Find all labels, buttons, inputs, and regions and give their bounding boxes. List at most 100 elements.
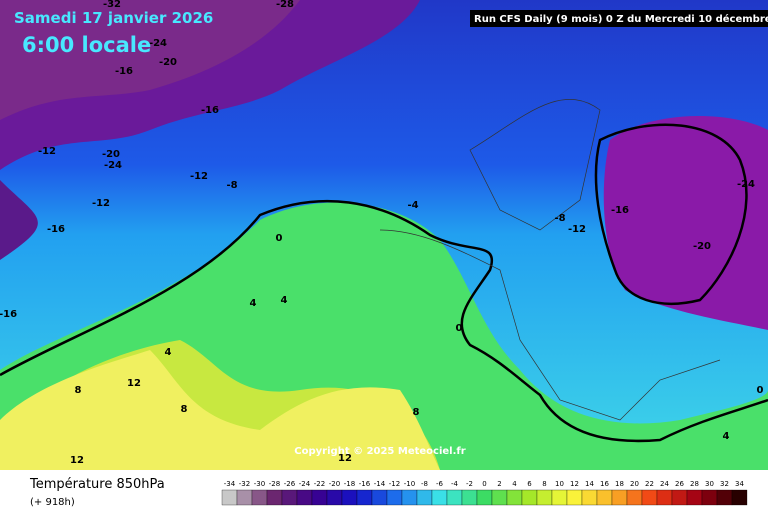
contour-label: -8 (226, 180, 237, 191)
warmest-region (0, 350, 440, 470)
contour-label: 12 (127, 378, 141, 389)
scale-swatch (716, 489, 733, 506)
coastline (469, 99, 601, 231)
scale-label: -24 (299, 480, 311, 488)
contour-label: -8 (554, 213, 565, 224)
scale-swatch (296, 489, 313, 506)
contour-labels: -32 -28-24-20-16-16-12 -20-24-12-8-12-16-4… (0, 0, 764, 466)
scale-label: 34 (735, 480, 744, 488)
scale-label: 4 (512, 480, 517, 488)
scale-label: 24 (660, 480, 669, 488)
scale-label: 16 (600, 480, 609, 488)
scale-swatch (611, 489, 628, 506)
scale-label: 26 (675, 480, 684, 488)
zero-isotherm (0, 199, 768, 443)
isotherm (594, 123, 748, 305)
scale-label: 0 (482, 480, 486, 488)
contour-label: 0 (276, 233, 283, 244)
scale-label: -10 (404, 480, 415, 488)
scale-label: -2 (466, 480, 473, 488)
contour-label: -16 (115, 66, 133, 77)
variable-title: Température 850hPa (29, 477, 165, 492)
scale-swatch (431, 489, 448, 506)
scale-swatch (311, 489, 328, 506)
run-info: Run CFS Daily (9 mois) 0 Z du Mercredi 1… (474, 13, 768, 25)
contour-label: 0 (456, 323, 463, 334)
scale-swatch (566, 489, 583, 506)
copyright: Copyright © 2025 Meteociel.fr (294, 446, 465, 457)
contour-label: 4 (250, 298, 257, 309)
cold-core (0, 0, 300, 120)
scale-label: 14 (585, 480, 594, 488)
scale-swatch (701, 489, 718, 506)
contour-label: -32 (103, 0, 121, 10)
scale-swatch (446, 489, 463, 506)
scale-label: 28 (690, 480, 699, 488)
lead-time: (+ 918h) (30, 497, 75, 508)
contour-label: -16 (47, 224, 65, 235)
scale-swatch (416, 489, 433, 506)
contour-label: 12 (70, 455, 84, 466)
contour-label: -20 (159, 57, 177, 68)
scale-label: 20 (630, 480, 639, 488)
time-title: 6:00 locale (22, 33, 151, 57)
scale-swatch (326, 489, 343, 506)
scale-label: 6 (527, 480, 532, 488)
scale-swatch (641, 489, 658, 506)
scale-swatch (476, 489, 493, 506)
contour-label: -20 (693, 241, 711, 252)
scale-label: 2 (497, 480, 501, 488)
coastline (379, 229, 721, 421)
scale-label: 30 (705, 480, 714, 488)
scale-label: -14 (374, 480, 386, 488)
scale-label: -26 (284, 480, 296, 488)
scale-swatch (551, 489, 568, 506)
contour-label: -16 (0, 309, 17, 320)
scale-label: -22 (314, 480, 325, 488)
contour-label: -12 (92, 198, 110, 209)
contour-label: -20 (102, 149, 120, 160)
scale-swatch (251, 489, 268, 506)
scale-swatch (401, 489, 418, 506)
scale-swatch (656, 489, 673, 506)
scale-label: -4 (451, 480, 459, 488)
scale-label: -28 (269, 480, 280, 488)
scale-swatch (281, 489, 298, 506)
scale-swatch (731, 489, 748, 506)
scale-label: -20 (329, 480, 340, 488)
scale-swatch (596, 489, 613, 506)
contour-label: -16 (611, 205, 629, 216)
date-title: Samedi 17 janvier 2026 (14, 9, 213, 27)
scale-label: 18 (615, 480, 624, 488)
scale-swatch (266, 489, 283, 506)
scale-swatch (536, 489, 553, 506)
contour-label: 4 (281, 295, 288, 306)
contour-label: 8 (413, 407, 420, 418)
scale-swatch (386, 489, 403, 506)
contour-label: 8 (181, 404, 188, 415)
contour-label: 4 (723, 431, 730, 442)
contour-label: -24 (104, 160, 122, 171)
scale-swatch (236, 489, 253, 506)
scale-swatch (521, 489, 538, 506)
contour-label: -12 (190, 171, 208, 182)
scale-swatch (221, 489, 238, 506)
scale-swatch (371, 489, 388, 506)
scale-swatch (686, 489, 703, 506)
contour-label: -12 (38, 146, 56, 157)
scale-label: -8 (421, 480, 428, 488)
contour-label: 12 (338, 453, 352, 464)
scale-label: -18 (344, 480, 355, 488)
scale-label: 32 (720, 480, 729, 488)
scale-label: -16 (359, 480, 371, 488)
contour-label: -24 (737, 179, 755, 190)
scale-label: -12 (389, 480, 400, 488)
cold-region-east (603, 116, 768, 330)
contour-label: 8 (75, 385, 82, 396)
contour-label: -12 (568, 224, 586, 235)
scale-label: -32 (239, 480, 250, 488)
scale-label: 22 (645, 480, 654, 488)
scale-label: -34 (224, 480, 236, 488)
scale-label: 10 (555, 480, 564, 488)
